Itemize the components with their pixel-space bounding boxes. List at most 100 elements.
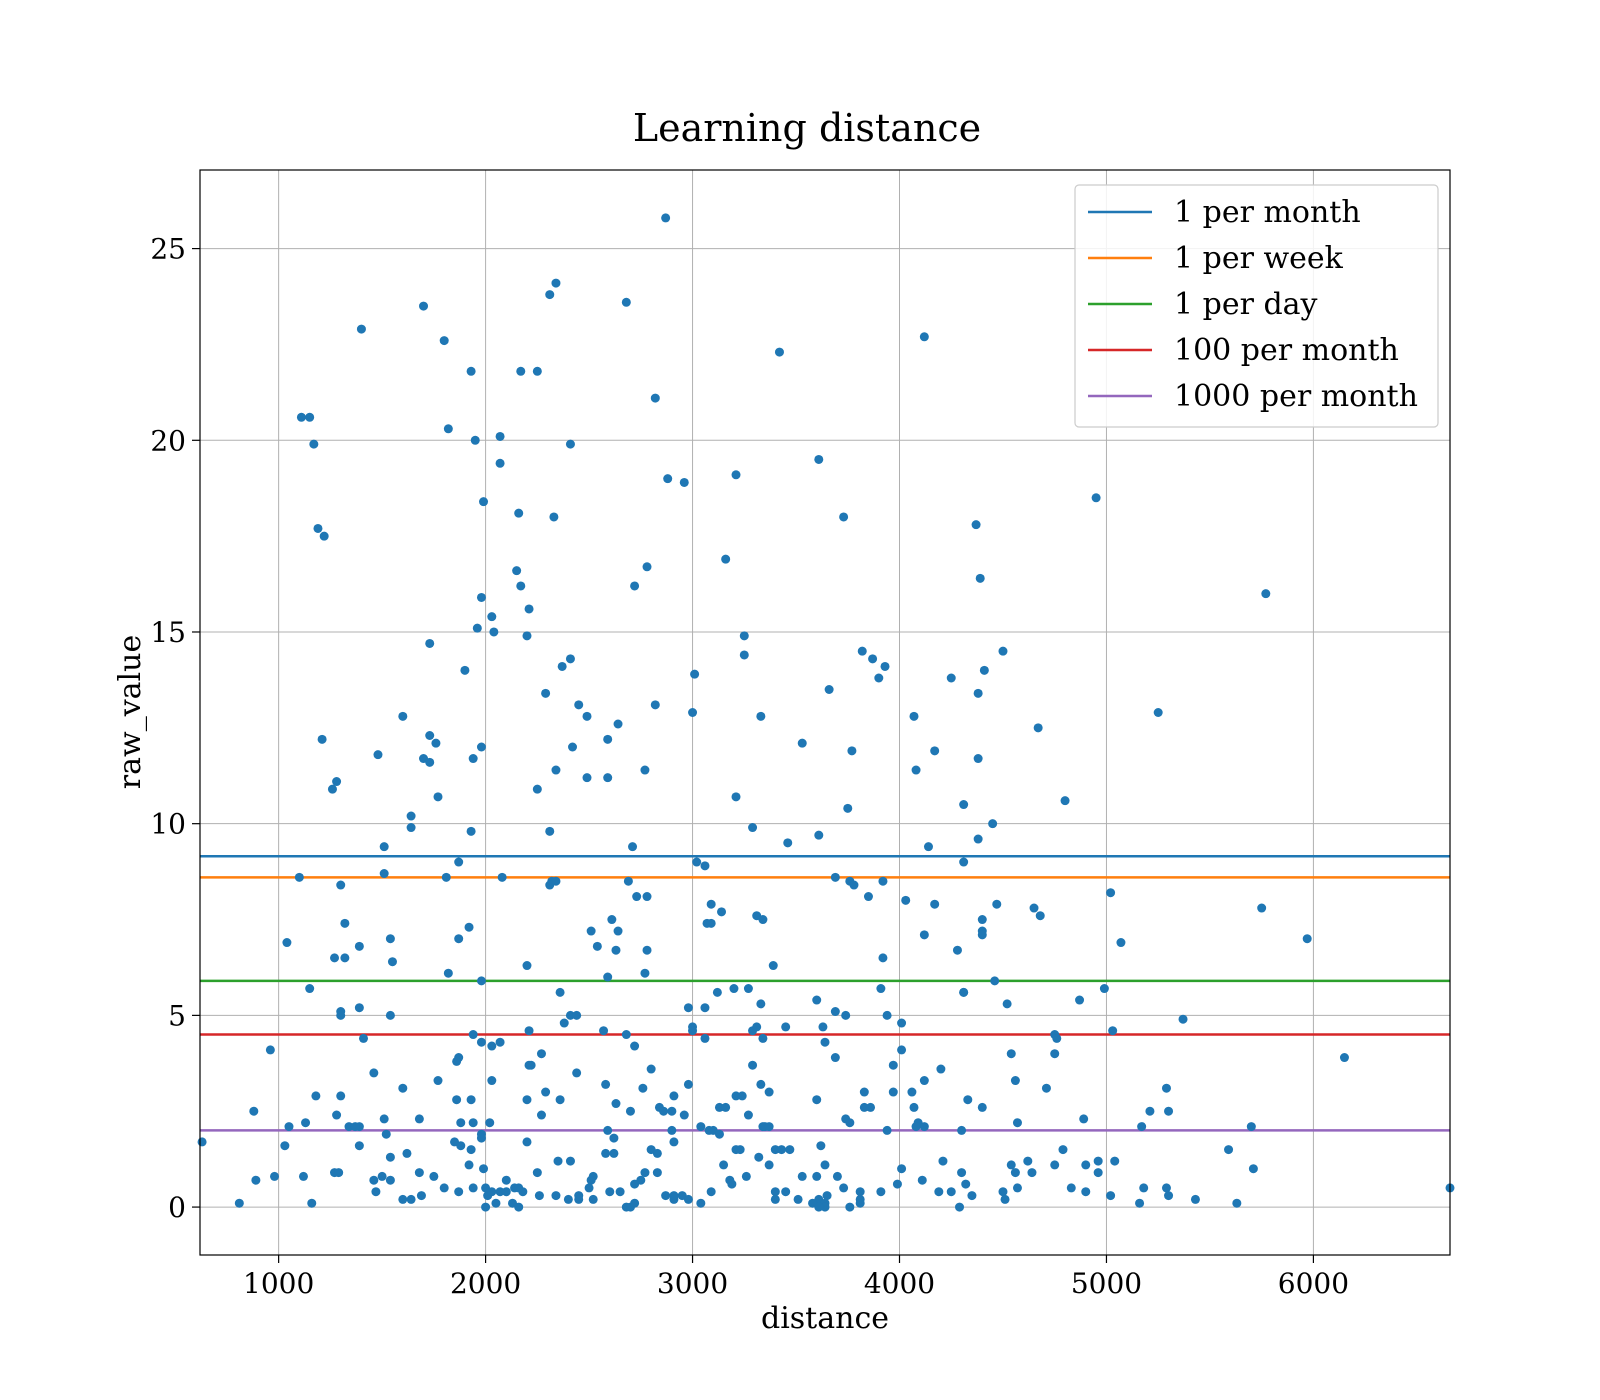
- scatter-point: [485, 1118, 495, 1128]
- scatter-point: [541, 1087, 551, 1097]
- scatter-point: [536, 1049, 546, 1059]
- legend-label: 1000 per month: [1174, 379, 1418, 414]
- scatter-point: [466, 1145, 476, 1155]
- scatter-point: [1091, 493, 1101, 503]
- scatter-point: [692, 857, 702, 867]
- scatter-point: [452, 1056, 462, 1066]
- scatter-point: [425, 731, 435, 741]
- scatter-point: [729, 984, 739, 994]
- scatter-point: [855, 1187, 865, 1197]
- scatter-point: [476, 1037, 486, 1047]
- scatter-point: [754, 1152, 764, 1162]
- scatter-point: [930, 746, 940, 756]
- scatter-point: [609, 1148, 619, 1158]
- scatter-point: [719, 1160, 729, 1170]
- scatter-point: [565, 439, 575, 449]
- scatter-point: [959, 800, 969, 810]
- scatter-point: [532, 784, 542, 794]
- scatter-point: [683, 1003, 693, 1013]
- scatter-point: [197, 1137, 207, 1147]
- scatter-point: [522, 1095, 532, 1105]
- scatter-point: [923, 842, 933, 852]
- scatter-point: [818, 1022, 828, 1032]
- scatter-point: [1012, 1118, 1022, 1128]
- scatter-point: [814, 830, 824, 840]
- scatter-point: [874, 673, 884, 683]
- scatter-point: [768, 961, 778, 971]
- scatter-point: [731, 470, 741, 480]
- scatter-point: [866, 1102, 876, 1112]
- scatter-point: [344, 1122, 354, 1132]
- scatter-point: [849, 880, 859, 890]
- scatter-point: [688, 1026, 698, 1036]
- scatter-point: [524, 604, 534, 614]
- scatter-point: [625, 1106, 635, 1116]
- scatter-point: [379, 842, 389, 852]
- scatter-point: [1110, 1156, 1120, 1166]
- scatter-point: [1058, 1145, 1068, 1155]
- scatter-point: [460, 665, 470, 675]
- scatter-point: [298, 1171, 308, 1181]
- scatter-point: [534, 1191, 544, 1201]
- scatter-point: [973, 688, 983, 698]
- scatter-point: [952, 945, 962, 955]
- scatter-point: [1106, 1191, 1116, 1201]
- scatter-point: [679, 477, 689, 487]
- scatter-point: [265, 1045, 275, 1055]
- scatter-point: [630, 1041, 640, 1051]
- scatter-point: [572, 1068, 582, 1078]
- scatter-point: [642, 562, 652, 572]
- scatter-point: [414, 1114, 424, 1124]
- scatter-point: [1023, 1156, 1033, 1166]
- scatter-point: [443, 424, 453, 434]
- scatter-point: [387, 957, 397, 967]
- scatter-point: [605, 1187, 615, 1197]
- scatter-point: [855, 1198, 865, 1208]
- scatter-point: [454, 1187, 464, 1197]
- scatter-point: [358, 1033, 368, 1043]
- scatter-point: [313, 523, 323, 533]
- scatter-point: [756, 999, 766, 1009]
- scatter-point: [433, 792, 443, 802]
- scatter-point: [743, 984, 753, 994]
- legend: 1 per month 1 per week 1 per day 100 per mo…: [1074, 184, 1439, 428]
- scatter-point: [820, 1202, 830, 1212]
- scatter-point: [774, 347, 784, 357]
- y-tick-label: 15: [150, 616, 186, 649]
- scatter-point: [630, 1198, 640, 1208]
- scatter-point: [334, 1168, 344, 1178]
- scatter-point: [545, 290, 555, 300]
- scatter-point: [621, 1030, 631, 1040]
- scatter-point: [601, 1079, 611, 1089]
- scatter-point: [336, 1010, 346, 1020]
- scatter-point: [857, 646, 867, 656]
- scatter-point: [1093, 1168, 1103, 1178]
- scatter-point: [679, 1110, 689, 1120]
- scatter-point: [1153, 708, 1163, 717]
- scatter-point: [1006, 1160, 1016, 1170]
- scatter-point: [476, 592, 486, 602]
- scatter-point: [700, 1033, 710, 1043]
- scatter-point: [919, 332, 929, 342]
- scatter-point: [1010, 1168, 1020, 1178]
- scatter-point: [988, 819, 998, 829]
- scatter-point: [603, 773, 613, 783]
- scatter-point: [731, 1145, 741, 1155]
- scatter-point: [1060, 796, 1070, 806]
- scatter-point: [553, 1156, 563, 1166]
- scatter-point: [340, 918, 350, 928]
- scatter-point: [814, 1202, 824, 1212]
- scatter-point: [669, 1091, 679, 1101]
- scatter-point: [739, 650, 749, 660]
- scatter-point: [464, 1160, 474, 1170]
- scatter-point: [565, 1156, 575, 1166]
- scatter-point: [696, 1122, 706, 1132]
- scatter-point: [327, 784, 337, 794]
- scatter-point: [882, 1010, 892, 1020]
- scatter-point: [398, 1083, 408, 1093]
- scatter-point: [909, 711, 919, 721]
- scatter-point: [516, 581, 526, 591]
- scatter-point: [830, 1007, 840, 1017]
- scatter-point: [350, 1122, 360, 1132]
- scatter-point: [555, 987, 565, 997]
